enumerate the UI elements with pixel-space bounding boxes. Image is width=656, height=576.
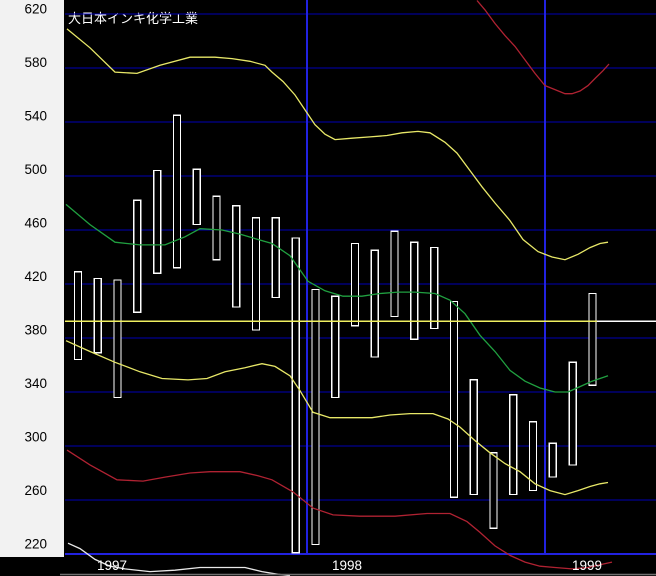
moving-average-line [65,203,609,393]
price-range-bar [548,442,557,478]
upper-inner-band-line [66,28,609,261]
price-range-bar [469,379,478,496]
upper-outer-band-line [476,0,610,95]
price-range-bar [93,277,102,354]
y-axis-label: 580 [24,55,47,70]
price-range-bar [449,300,459,498]
lower-outer-band-line [66,449,613,570]
price-range-bar [568,361,577,466]
price-range-bar [291,237,300,554]
y-axis-label: 380 [24,323,47,338]
price-range-bar [113,279,122,399]
lower-inner-band-line [65,340,609,496]
price-range-bar [430,246,439,330]
chart-title: 大日本インキ化学工業 [68,11,198,26]
price-range-bar [192,168,201,226]
x-axis-label: 1997 [97,558,127,573]
price-range-bar [133,199,142,313]
y-axis-label: 220 [24,537,47,552]
y-axis-label: 300 [24,430,47,445]
lowest-white-band-line [67,542,291,576]
price-range-bar [509,394,518,496]
price-range-bar [251,217,261,331]
price-range-bar [588,292,597,386]
y-axis-label: 620 [24,2,47,17]
price-range-bar [370,249,379,358]
x-axis-label: 1999 [572,558,602,573]
price-range-bar [311,288,320,546]
price-range-bar [153,169,162,274]
price-range-bar [172,114,182,269]
y-axis-label-strip [0,0,64,557]
price-range-bar [271,217,280,299]
price-range-bar [212,195,221,261]
y-axis-label: 500 [24,162,47,177]
price-range-bar [331,295,340,399]
price-range-bar [390,230,399,318]
y-axis-label: 460 [24,216,47,231]
y-axis-label: 260 [24,483,47,498]
x-axis-label: 1998 [332,558,362,573]
price-range-bar [410,241,419,340]
y-axis-label: 540 [24,109,47,124]
price-range-bar [73,271,83,361]
price-range-bar [528,421,538,492]
y-axis-label: 340 [24,376,47,391]
y-axis-label: 420 [24,269,47,284]
price-range-bar [350,242,360,327]
price-range-bar [489,452,498,529]
price-range-bar [232,205,241,308]
